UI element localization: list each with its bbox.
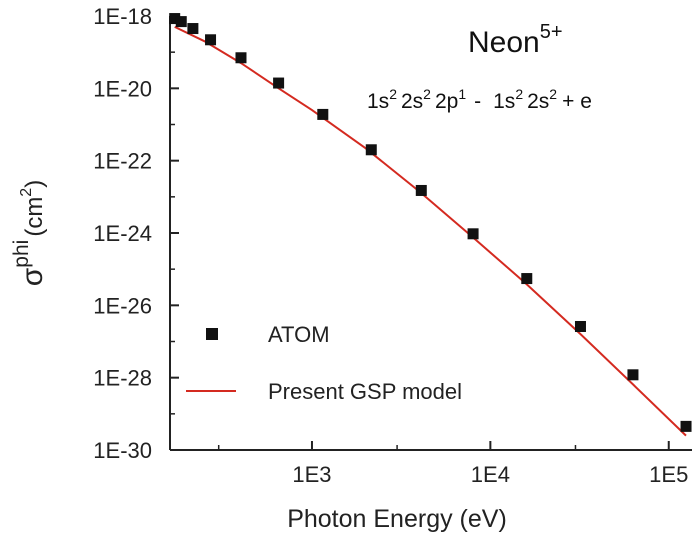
cfg-2s-a: 2s	[401, 90, 423, 113]
atom-data-point	[574, 320, 586, 332]
y-tick-label: 1E-20	[93, 76, 152, 101]
y-tick-label: 1E-24	[93, 221, 152, 246]
x-axis-title: Photon Energy (eV)	[287, 505, 507, 533]
legend-marker-atom	[206, 328, 218, 340]
y-axis-sigma: σ	[16, 267, 49, 286]
cfg-2p-exp: 1	[458, 86, 466, 102]
cfg-2s-b: 2s	[527, 90, 549, 113]
x-ticks: 1E3 1E4 1E5	[217, 441, 688, 487]
cfg-2s-b-exp: 2	[549, 86, 557, 102]
y-ticks: 1E-18 1E-20 1E-22 1E-24 1E-26 1E-28 1E-30	[93, 4, 179, 463]
legend-label-atom: ATOM	[268, 322, 330, 347]
legend: ATOM Present GSP model	[186, 322, 462, 404]
ion-name: Neon	[468, 26, 540, 59]
atom-data-point	[365, 144, 377, 156]
y-tick-label: 1E-18	[93, 4, 152, 29]
ion-charge: 5+	[540, 21, 563, 43]
cfg-1s-b: 1s	[493, 90, 515, 113]
y-tick-label: 1E-30	[93, 438, 152, 463]
legend-label-gsp: Present GSP model	[268, 379, 462, 404]
y-tick-label: 1E-28	[93, 366, 152, 391]
plot-area	[169, 13, 692, 437]
y-axis-unit-close: )	[21, 180, 48, 188]
x-tick-label: 1E5	[649, 462, 688, 487]
cfg-1s-a-exp: 2	[389, 86, 397, 102]
cfg-2p: 2p	[435, 90, 458, 113]
cfg-2s-a-exp: 2	[423, 86, 431, 102]
x-tick-label: 1E3	[292, 462, 331, 487]
cfg-1s-b-exp: 2	[515, 86, 523, 102]
atom-data-point	[187, 23, 199, 35]
atom-data-point	[317, 108, 329, 120]
cfg-electron: + e	[562, 90, 592, 113]
atom-data-point	[521, 273, 533, 285]
cfg-1s-a: 1s	[367, 90, 389, 113]
atom-data-point	[273, 77, 285, 89]
transition-label: 1s2 2s2 2p1-1s2 2s2 + e	[367, 86, 592, 113]
y-axis-sup: phi	[10, 240, 33, 268]
y-axis-title: σphi (cm2)	[10, 180, 49, 286]
ion-label: Neon5+	[468, 21, 563, 59]
gsp-model-line	[174, 25, 687, 437]
y-tick-label: 1E-26	[93, 293, 152, 318]
atom-data-point	[205, 34, 217, 46]
cfg-separator: -	[474, 90, 481, 113]
atom-data-point	[235, 52, 247, 64]
atom-data-point	[169, 13, 181, 25]
atom-data-point	[175, 16, 187, 28]
y-axis-unit: (cm	[21, 197, 48, 237]
atom-data-point	[627, 369, 639, 381]
atom-data-point	[680, 420, 692, 432]
x-tick-label: 1E4	[471, 462, 510, 487]
y-tick-label: 1E-22	[93, 149, 152, 174]
y-axis-unit-sup: 2	[18, 188, 35, 197]
atom-data-point	[467, 228, 479, 240]
atom-data-point	[415, 184, 427, 196]
